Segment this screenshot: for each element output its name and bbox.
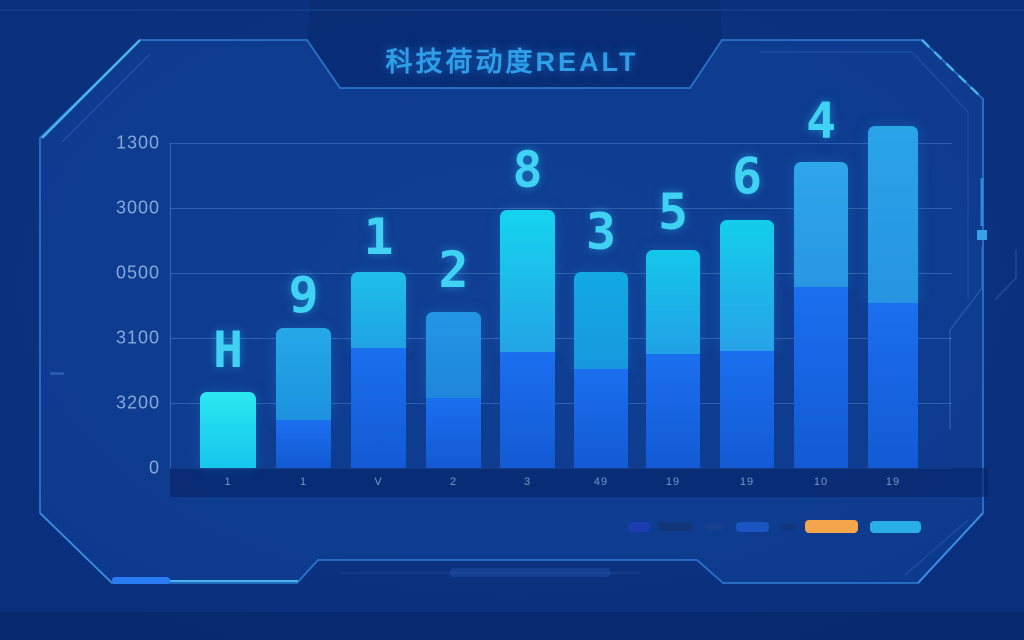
inner-line-top-right	[760, 51, 969, 300]
x-axis-tick-label: 19	[739, 476, 755, 488]
x-axis-tick-label: 2	[449, 476, 458, 488]
x-axis-band	[170, 468, 988, 497]
series-swatch-1	[628, 522, 650, 532]
bar-bottom-segment	[720, 351, 774, 468]
series-swatch-cyan	[870, 521, 921, 533]
bar-value-label: H	[212, 321, 244, 379]
chamfer-top-right-dashed	[921, 39, 984, 100]
bar-top-segment	[276, 328, 331, 420]
x-axis-tick-label: V	[374, 476, 383, 488]
chamfer-top-left	[41, 39, 141, 139]
series-swatch-5	[782, 524, 796, 530]
circuit-trace-1	[949, 246, 983, 430]
chart-title: 科技荷动度REALT	[385, 47, 639, 77]
chamfer-bottom-left	[39, 512, 113, 584]
bar-top-segment	[200, 392, 256, 468]
y-axis-label: 0	[148, 457, 160, 478]
series-swatch-orange	[805, 520, 858, 533]
bar-bottom-segment	[500, 352, 555, 468]
bar-value-label: 2	[438, 241, 469, 299]
bar-value-label: 8	[512, 141, 543, 199]
y-axis-line	[170, 143, 171, 468]
bar-value-label: 5	[657, 183, 689, 241]
series-swatch-3	[705, 523, 724, 530]
gridline	[170, 273, 952, 274]
bar-value-label: 6	[731, 147, 763, 205]
chamfer-bottom-right	[917, 512, 984, 584]
gridline	[170, 403, 952, 404]
bar-top-segment	[426, 312, 481, 398]
bar-bottom-segment	[276, 420, 331, 468]
left-tick-decor	[50, 372, 64, 375]
x-axis-tick-label: 10	[813, 476, 829, 488]
inner-line-top-left	[61, 53, 151, 143]
x-axis-tick-label: 49	[593, 476, 609, 488]
bar-bottom-segment	[868, 303, 918, 468]
bar-bottom-segment	[646, 354, 700, 468]
gridline	[170, 143, 952, 144]
bar-bottom-segment	[574, 369, 628, 468]
bar-bottom-segment	[351, 348, 406, 468]
bar-bottom-segment	[426, 398, 481, 468]
series-swatch-4	[736, 522, 769, 532]
x-axis-tick-label: 3	[523, 476, 532, 488]
bar-value-label: 4	[805, 92, 837, 150]
bar-top-segment	[720, 220, 774, 351]
x-axis-tick-label: 1	[224, 476, 232, 488]
bar-top-segment	[500, 210, 555, 352]
y-axis-label: 3200	[115, 392, 160, 413]
series-swatch-2	[658, 522, 692, 531]
bottom-accent-bar	[112, 577, 170, 584]
bar-top-segment	[794, 162, 848, 287]
bar-value-label: 3	[585, 203, 617, 261]
y-axis-label: 1300	[115, 132, 160, 153]
bar-top-segment	[646, 250, 700, 354]
gridline	[170, 338, 952, 339]
y-axis-label: 3100	[115, 327, 160, 348]
bar-top-segment	[868, 126, 918, 303]
circuit-trace-2	[994, 250, 1017, 301]
bar-value-label: 1	[363, 208, 394, 266]
inner-line-bottom-right	[904, 519, 969, 576]
bar-value-label: 9	[288, 266, 319, 324]
bar-top-segment	[351, 272, 406, 348]
y-axis-label: 0500	[115, 262, 160, 283]
x-axis-tick-label: 19	[665, 476, 681, 488]
x-axis-tick-label: 19	[885, 476, 901, 488]
y-axis-label: 3000	[115, 197, 160, 218]
gridline	[170, 208, 952, 209]
title-banner	[307, 0, 722, 88]
bottom-shade	[0, 612, 1024, 640]
bottom-smear	[450, 568, 610, 577]
bar-bottom-segment	[794, 287, 848, 468]
x-axis-tick-label: 1	[299, 476, 308, 488]
circuit-node	[977, 230, 987, 240]
bar-top-segment	[574, 272, 628, 369]
